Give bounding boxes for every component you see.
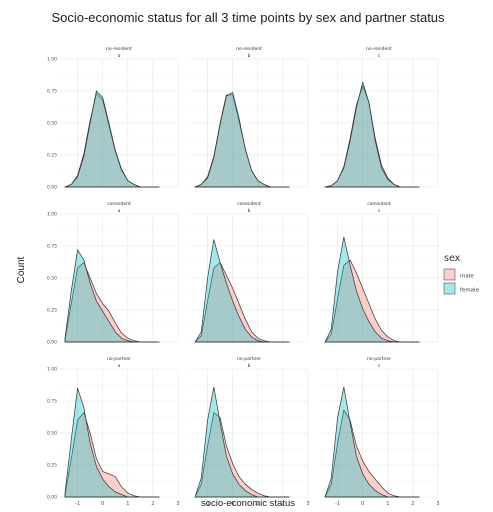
y-tick-label: 0.25	[47, 308, 57, 314]
facet-row-label: no-resident	[236, 46, 262, 52]
x-tick-label: -1	[205, 501, 210, 507]
x-tick-label: 1	[126, 501, 129, 507]
legend: sex male female	[443, 253, 480, 295]
legend-label-male: male	[460, 274, 474, 280]
y-tick-label: 0.25	[47, 153, 57, 159]
density-area-female	[324, 81, 420, 188]
legend-title: sex	[444, 253, 461, 264]
y-tick-label: 0.75	[47, 399, 57, 405]
y-tick-label: 1.00	[47, 57, 57, 63]
facet-panel-1-1: no-resident a 0.00 0.25 0.50 0.75 1.00	[47, 46, 179, 191]
y-tick-label: 0.00	[47, 495, 57, 501]
y-tick-label: 0.75	[47, 89, 57, 95]
facet-row-label: coresident	[367, 201, 391, 207]
y-tick-label: 0.00	[47, 185, 57, 191]
facet-row-label: no-partner	[237, 356, 261, 362]
chart-title: Socio-economic status for all 3 time poi…	[51, 10, 445, 25]
facet-col-label: b	[248, 208, 251, 214]
x-axis-label: socio-economic status	[201, 498, 295, 509]
y-tick-label: 1.00	[47, 367, 57, 373]
facet-col-label: b	[248, 363, 251, 369]
facet-row-label: no-partner	[107, 356, 131, 362]
x-tick-label: 3	[436, 501, 439, 507]
facet-panels: no-residenta0.000.250.500.751.00no-resid…	[47, 46, 440, 507]
x-tick-label: -1	[335, 501, 340, 507]
x-tick-label: 3	[306, 501, 309, 507]
facet-panel-2-1: coresident a 0.00 0.25 0.50 0.75 1.00	[47, 201, 179, 346]
facet-panel-1-3: no-resident c	[320, 46, 439, 188]
x-tick-label: 0	[101, 501, 104, 507]
x-tick-label: 2	[151, 501, 154, 507]
facet-row-label: no-resident	[106, 46, 132, 52]
density-area-female	[194, 386, 290, 498]
facet-row-label: no-partner	[367, 356, 391, 362]
x-tick-label: -1	[75, 501, 80, 507]
y-tick-label: 1.00	[47, 212, 57, 218]
density-area-female	[64, 249, 160, 343]
density-area-female	[64, 90, 160, 188]
facet-row-label: no-resident	[366, 46, 392, 52]
facet-panel-3-3: no-partner c -1 0 1 2 3	[320, 356, 440, 507]
x-tick-label: 0	[231, 501, 234, 507]
facet-row-label: coresident	[237, 201, 261, 207]
density-area-female	[324, 386, 420, 498]
y-tick-label: 0.50	[47, 431, 57, 437]
legend-key-female	[443, 282, 456, 295]
legend-key-male	[443, 268, 456, 281]
x-tick-label: 2	[281, 501, 284, 507]
y-tick-label: 0.25	[47, 463, 57, 469]
y-axis-label: Count	[16, 256, 27, 283]
facet-col-label: c	[378, 364, 381, 369]
y-tick-label: 0.50	[47, 276, 57, 282]
legend-label-female: female	[460, 288, 480, 294]
facet-col-label: c	[378, 54, 381, 59]
facet-col-label: c	[378, 209, 381, 214]
density-area-female	[64, 387, 160, 498]
x-tick-label: 2	[411, 501, 414, 507]
y-tick-label: 0.75	[47, 244, 57, 250]
y-tick-label: 0.50	[47, 121, 57, 127]
x-tick-label: 1	[386, 501, 389, 507]
facet-col-label: b	[248, 53, 251, 59]
y-tick-label: 0.00	[47, 340, 57, 346]
facet-panel-3-1: no-partner a 0.00 0.25 0.50 0.75 1.00 -1 0 1 2 3	[47, 356, 180, 507]
density-area-female	[194, 239, 290, 343]
x-tick-label: 3	[176, 501, 179, 507]
density-area-female	[194, 91, 290, 188]
facet-col-label: a	[118, 364, 121, 369]
x-tick-label: 0	[361, 501, 364, 507]
density-area-female	[324, 236, 420, 343]
facet-col-label: a	[118, 209, 121, 214]
facet-col-label: a	[118, 54, 121, 59]
facet-row-label: coresident	[107, 201, 131, 207]
x-tick-label: 1	[256, 501, 259, 507]
facet-panel-2-3: coresident c	[320, 201, 439, 343]
